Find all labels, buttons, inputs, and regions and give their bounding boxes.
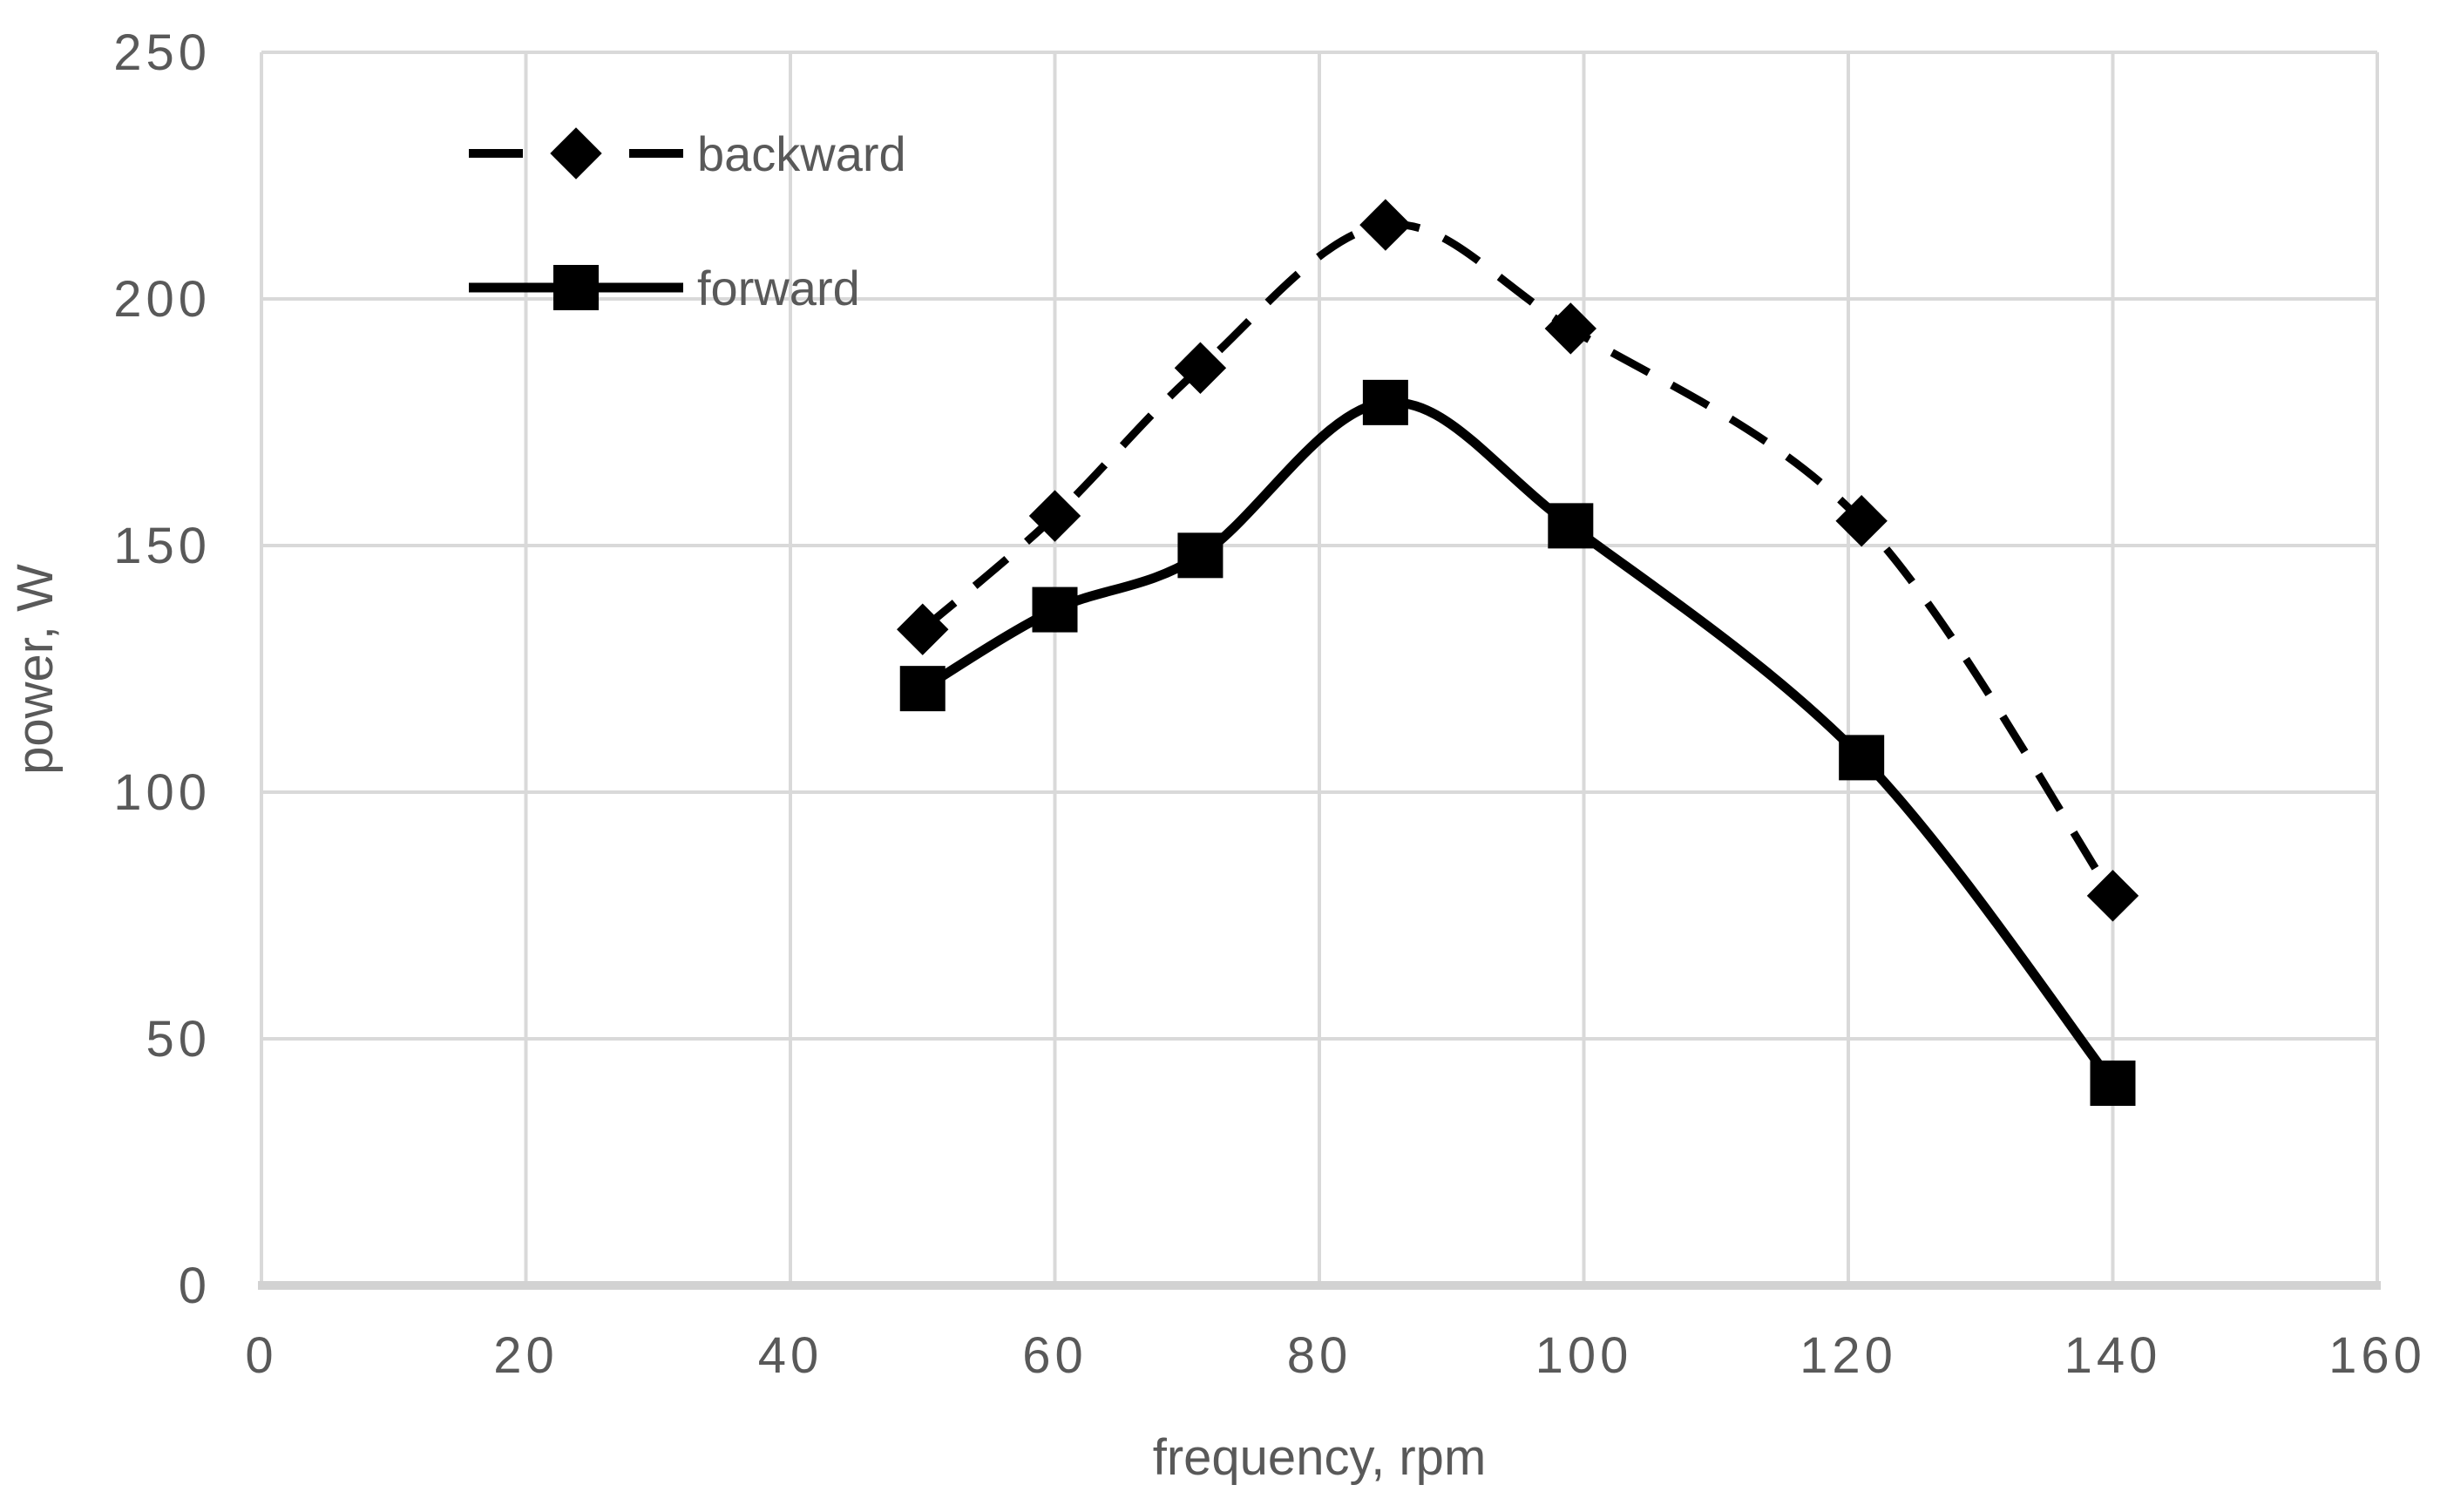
forward-marker-6: [2090, 1060, 2136, 1106]
forward-marker-1: [1032, 586, 1078, 633]
series-layer: [897, 199, 2139, 1106]
backward-marker-5: [1835, 495, 1888, 547]
y-axis-title: power, W: [7, 564, 64, 775]
backward-marker-4: [1544, 302, 1597, 355]
y-tick-label-200: 200: [113, 271, 211, 328]
forward-line-path: [919, 397, 2117, 1087]
x-tick-label-120: 120: [1800, 1327, 1897, 1384]
x-tick-labels: 0 20 40 60 80 100 120 140 160: [245, 1327, 2426, 1384]
y-tick-label-150: 150: [113, 518, 211, 574]
backward-marker-2: [1174, 342, 1227, 394]
forward-marker-5: [1839, 735, 1885, 781]
legend-label-backward: backward: [697, 126, 906, 181]
legend-label-forward: forward: [697, 261, 860, 315]
legend-item-backward: backward: [469, 126, 906, 181]
x-axis-title: frequency, rpm: [1153, 1429, 1487, 1486]
y-tick-label-250: 250: [113, 24, 211, 81]
backward-marker-0: [897, 603, 949, 655]
x-tick-label-60: 60: [1022, 1327, 1088, 1384]
x-tick-label-160: 160: [2328, 1327, 2426, 1384]
backward-marker-6: [2086, 870, 2139, 922]
legend-item-forward: forward: [469, 261, 860, 315]
forward-marker-0: [899, 666, 946, 712]
x-tick-label-80: 80: [1287, 1327, 1352, 1384]
x-tick-label-40: 40: [758, 1327, 824, 1384]
y-tick-label-100: 100: [113, 764, 211, 821]
x-tick-label-20: 20: [493, 1327, 559, 1384]
y-tick-label-50: 50: [146, 1011, 211, 1068]
x-tick-label-140: 140: [2064, 1327, 2162, 1384]
gridlines-layer: [258, 51, 2381, 1290]
backward-marker-1: [1028, 490, 1081, 542]
y-tick-label-0: 0: [179, 1258, 211, 1314]
legend: backward forward: [469, 126, 906, 315]
legend-forward-square-icon: [553, 265, 599, 310]
x-tick-label-0: 0: [245, 1327, 277, 1384]
x-tick-label-100: 100: [1535, 1327, 1633, 1384]
y-tick-labels: 0 50 100 150 200 250: [113, 24, 211, 1314]
forward-marker-2: [1177, 532, 1224, 579]
backward-marker-3: [1359, 199, 1412, 251]
legend-backward-diamond-icon: [550, 127, 602, 180]
forward-marker-3: [1362, 379, 1408, 425]
forward-marker-4: [1548, 503, 1594, 549]
backward-line-path: [919, 220, 2117, 898]
